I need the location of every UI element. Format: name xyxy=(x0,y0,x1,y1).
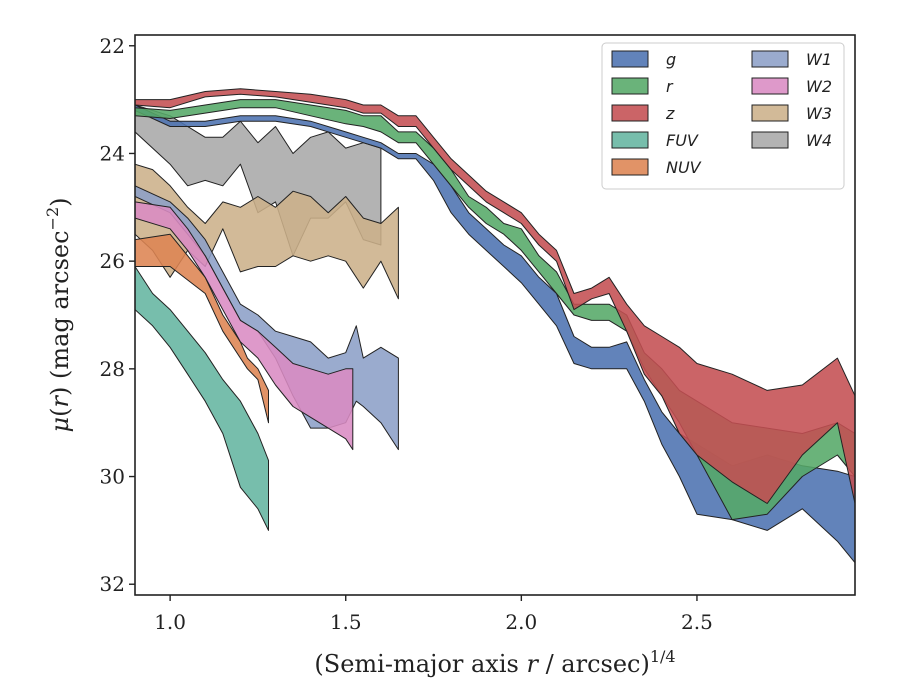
legend-label: NUV xyxy=(666,158,702,177)
band-nuv xyxy=(135,233,269,424)
legend-swatch xyxy=(611,131,649,149)
y-tick-label: 28 xyxy=(100,357,125,381)
legend-swatch xyxy=(751,50,789,68)
legend-swatch xyxy=(611,104,649,122)
legend-label: W1 xyxy=(806,50,832,69)
plot-frame xyxy=(134,34,856,596)
x-axis-label: (Semi-major axis r / arcsec)1/4 xyxy=(314,647,675,678)
band-g xyxy=(135,104,855,564)
x-tick-label: 1.5 xyxy=(330,610,362,634)
legend-label: z xyxy=(665,104,675,123)
legend-item-g: g xyxy=(611,50,676,69)
y-axis-ticks: 22 24 26 28 30 32 xyxy=(100,34,135,596)
legend-label: W3 xyxy=(806,104,832,123)
y-tick-label: 22 xyxy=(100,34,125,58)
band-z xyxy=(135,88,855,504)
legend-swatch xyxy=(751,131,789,149)
legend-label: FUV xyxy=(666,131,699,150)
x-tick-label: 2.0 xyxy=(505,610,537,634)
legend-item-w1: W1 xyxy=(751,50,832,69)
legend-swatch xyxy=(751,77,789,95)
legend-label: g xyxy=(666,50,676,69)
profile-bands xyxy=(135,88,855,564)
y-tick-label: 26 xyxy=(100,249,125,273)
legend-label: r xyxy=(666,77,674,96)
legend: grz FUV NUV W1 W2 W3 W4 xyxy=(601,42,845,190)
legend-item-w2: W2 xyxy=(751,77,832,96)
y-tick-label: 24 xyxy=(100,141,125,165)
y-axis-label: μ(r) (mag arcsec−2) xyxy=(43,197,74,432)
y-tick-label: 30 xyxy=(100,465,125,489)
legend-item-w3: W3 xyxy=(751,104,832,123)
legend-swatch xyxy=(611,50,649,68)
legend-item-nuv: NUV xyxy=(611,158,702,177)
legend-item-z: z xyxy=(611,104,675,123)
band-fuv xyxy=(135,266,269,531)
x-tick-label: 2.5 xyxy=(681,610,713,634)
legend-swatch xyxy=(611,158,649,176)
legend-swatch xyxy=(751,104,789,122)
legend-item-w4: W4 xyxy=(751,131,832,150)
legend-item-r: r xyxy=(611,77,674,96)
legend-item-fuv: FUV xyxy=(611,131,699,150)
y-tick-label: 32 xyxy=(100,572,125,596)
band-w2 xyxy=(135,201,354,451)
x-axis-ticks: 1.0 1.5 2.0 2.5 xyxy=(154,595,713,634)
legend-swatch xyxy=(611,77,649,95)
x-tick-label: 1.0 xyxy=(154,610,186,634)
legend-label: W4 xyxy=(806,131,832,150)
legend-label: W2 xyxy=(806,77,832,96)
